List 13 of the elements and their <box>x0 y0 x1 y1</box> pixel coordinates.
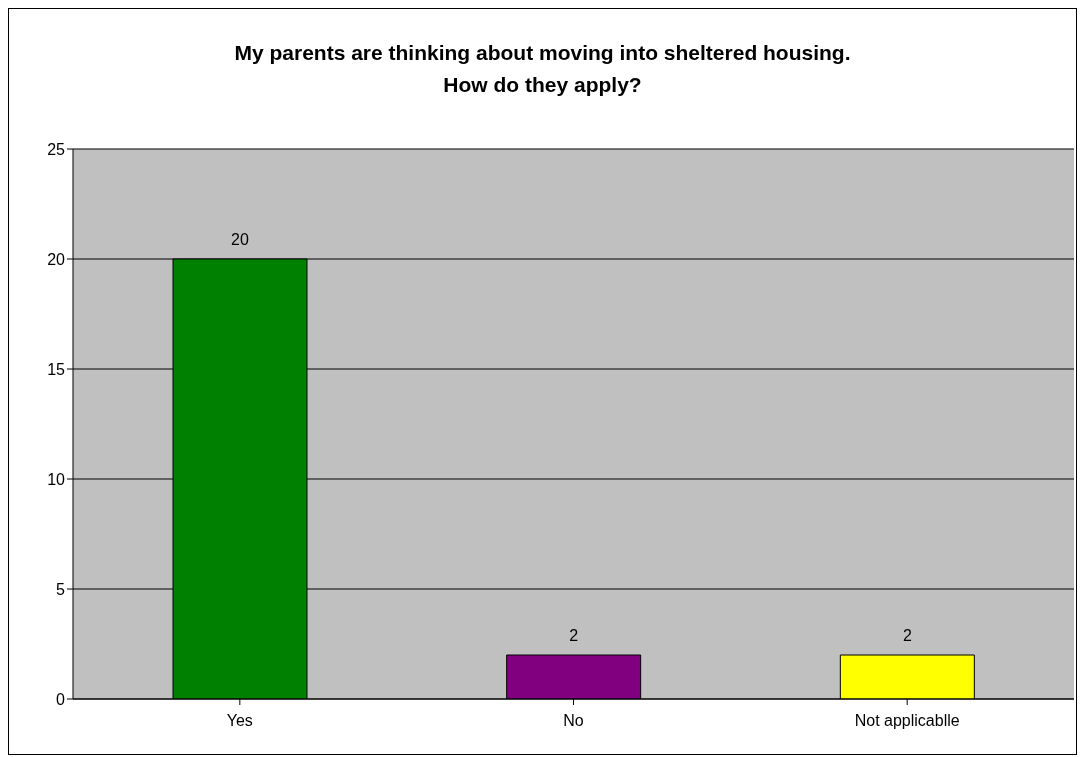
y-tick-label: 10 <box>47 470 66 488</box>
x-tick-label: Yes <box>226 712 253 730</box>
y-tick-label: 20 <box>47 250 66 268</box>
y-tick-label: 25 <box>47 140 66 158</box>
y-tick-label: 15 <box>47 360 66 378</box>
x-tick-label: No <box>563 712 584 730</box>
chart-title: My parents are thinking about moving into sheltered housing. How do they apply? <box>233 40 852 98</box>
x-tick-label: Not applicablle <box>854 712 960 730</box>
data-label: 2 <box>569 627 579 644</box>
data-label: 2 <box>902 627 912 644</box>
y-tick-label: 5 <box>56 580 66 598</box>
data-label: 20 <box>231 231 249 248</box>
y-tick-label: 0 <box>56 690 66 708</box>
